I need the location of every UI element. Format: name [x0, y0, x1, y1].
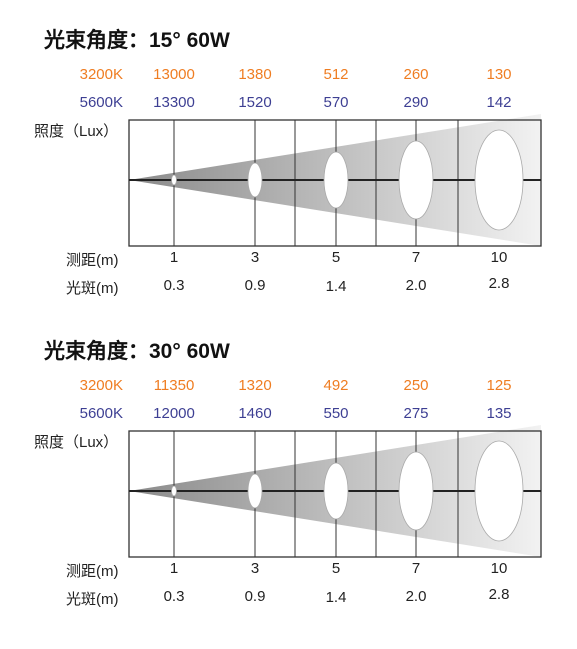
- spot-ellipse: [171, 174, 177, 186]
- lux-3200-cell: 125: [486, 377, 512, 394]
- lux-5600-cell: 275: [403, 405, 429, 422]
- temp-3200k-label: 3200K: [79, 66, 123, 83]
- lux-5600-cell: 12000: [153, 405, 195, 422]
- distance-cell: 1: [169, 249, 179, 266]
- temp-3200k-label: 3200K: [79, 377, 123, 394]
- panel-title: 光束角度：15° 60W: [44, 29, 230, 52]
- lux-5600-cell: 570: [323, 94, 349, 111]
- lux-5600-cell: 550: [323, 405, 349, 422]
- spot-ellipse: [323, 462, 349, 520]
- spot-cell: 0.9: [244, 588, 266, 605]
- distance-cell: 7: [411, 249, 421, 266]
- lux-3200-cell: 13000: [153, 66, 195, 83]
- beam-diagram: [128, 114, 542, 247]
- spot-ellipse: [398, 140, 434, 220]
- spot-cell: 1.4: [325, 589, 347, 606]
- spot-ellipse: [474, 440, 524, 542]
- spot-label: 光斑(m): [66, 591, 119, 608]
- temp-5600k-label: 5600K: [79, 94, 123, 111]
- illuminance-label: 照度（Lux）: [34, 123, 119, 140]
- panel-title: 光束角度：30° 60W: [44, 340, 230, 363]
- lux-5600-cell: 142: [486, 94, 512, 111]
- distance-cell: 3: [250, 560, 260, 577]
- lux-5600-cell: 1460: [238, 405, 272, 422]
- lux-3200-cell: 11350: [153, 377, 195, 394]
- distance-cell: 10: [490, 560, 508, 577]
- temp-5600k-label: 5600K: [79, 405, 123, 422]
- lux-5600-cell: 135: [486, 405, 512, 422]
- lux-5600-cell: 1520: [238, 94, 272, 111]
- spot-cell: 2.8: [488, 275, 510, 292]
- distance-label: 测距(m): [66, 252, 119, 269]
- spot-ellipse: [247, 473, 263, 509]
- lux-3200-cell: 1320: [238, 377, 272, 394]
- spot-cell: 2.0: [405, 588, 427, 605]
- lux-3200-cell: 130: [486, 66, 512, 83]
- distance-label: 测距(m): [66, 563, 119, 580]
- spot-ellipse: [171, 485, 177, 497]
- spot-cell: 0.9: [244, 277, 266, 294]
- distance-cell: 3: [250, 249, 260, 266]
- distance-cell: 5: [331, 249, 341, 266]
- lux-3200-cell: 260: [403, 66, 429, 83]
- spot-ellipse: [474, 129, 524, 231]
- distance-cell: 5: [331, 560, 341, 577]
- distance-cell: 10: [490, 249, 508, 266]
- spot-ellipse: [247, 162, 263, 198]
- lux-3200-cell: 512: [323, 66, 349, 83]
- spot-cell: 2.8: [488, 586, 510, 603]
- spot-cell: 2.0: [405, 277, 427, 294]
- beam-diagram: [128, 425, 542, 558]
- spot-label: 光斑(m): [66, 280, 119, 297]
- distance-cell: 7: [411, 560, 421, 577]
- spot-cell: 0.3: [163, 277, 185, 294]
- distance-cell: 1: [169, 560, 179, 577]
- lux-5600-cell: 13300: [153, 94, 195, 111]
- lux-3200-cell: 250: [403, 377, 429, 394]
- lux-3200-cell: 1380: [238, 66, 272, 83]
- spot-ellipse: [323, 151, 349, 209]
- lux-5600-cell: 290: [403, 94, 429, 111]
- spot-cell: 0.3: [163, 588, 185, 605]
- illuminance-label: 照度（Lux）: [34, 434, 119, 451]
- spot-ellipse: [398, 451, 434, 531]
- lux-3200-cell: 492: [323, 377, 349, 394]
- spot-cell: 1.4: [325, 278, 347, 295]
